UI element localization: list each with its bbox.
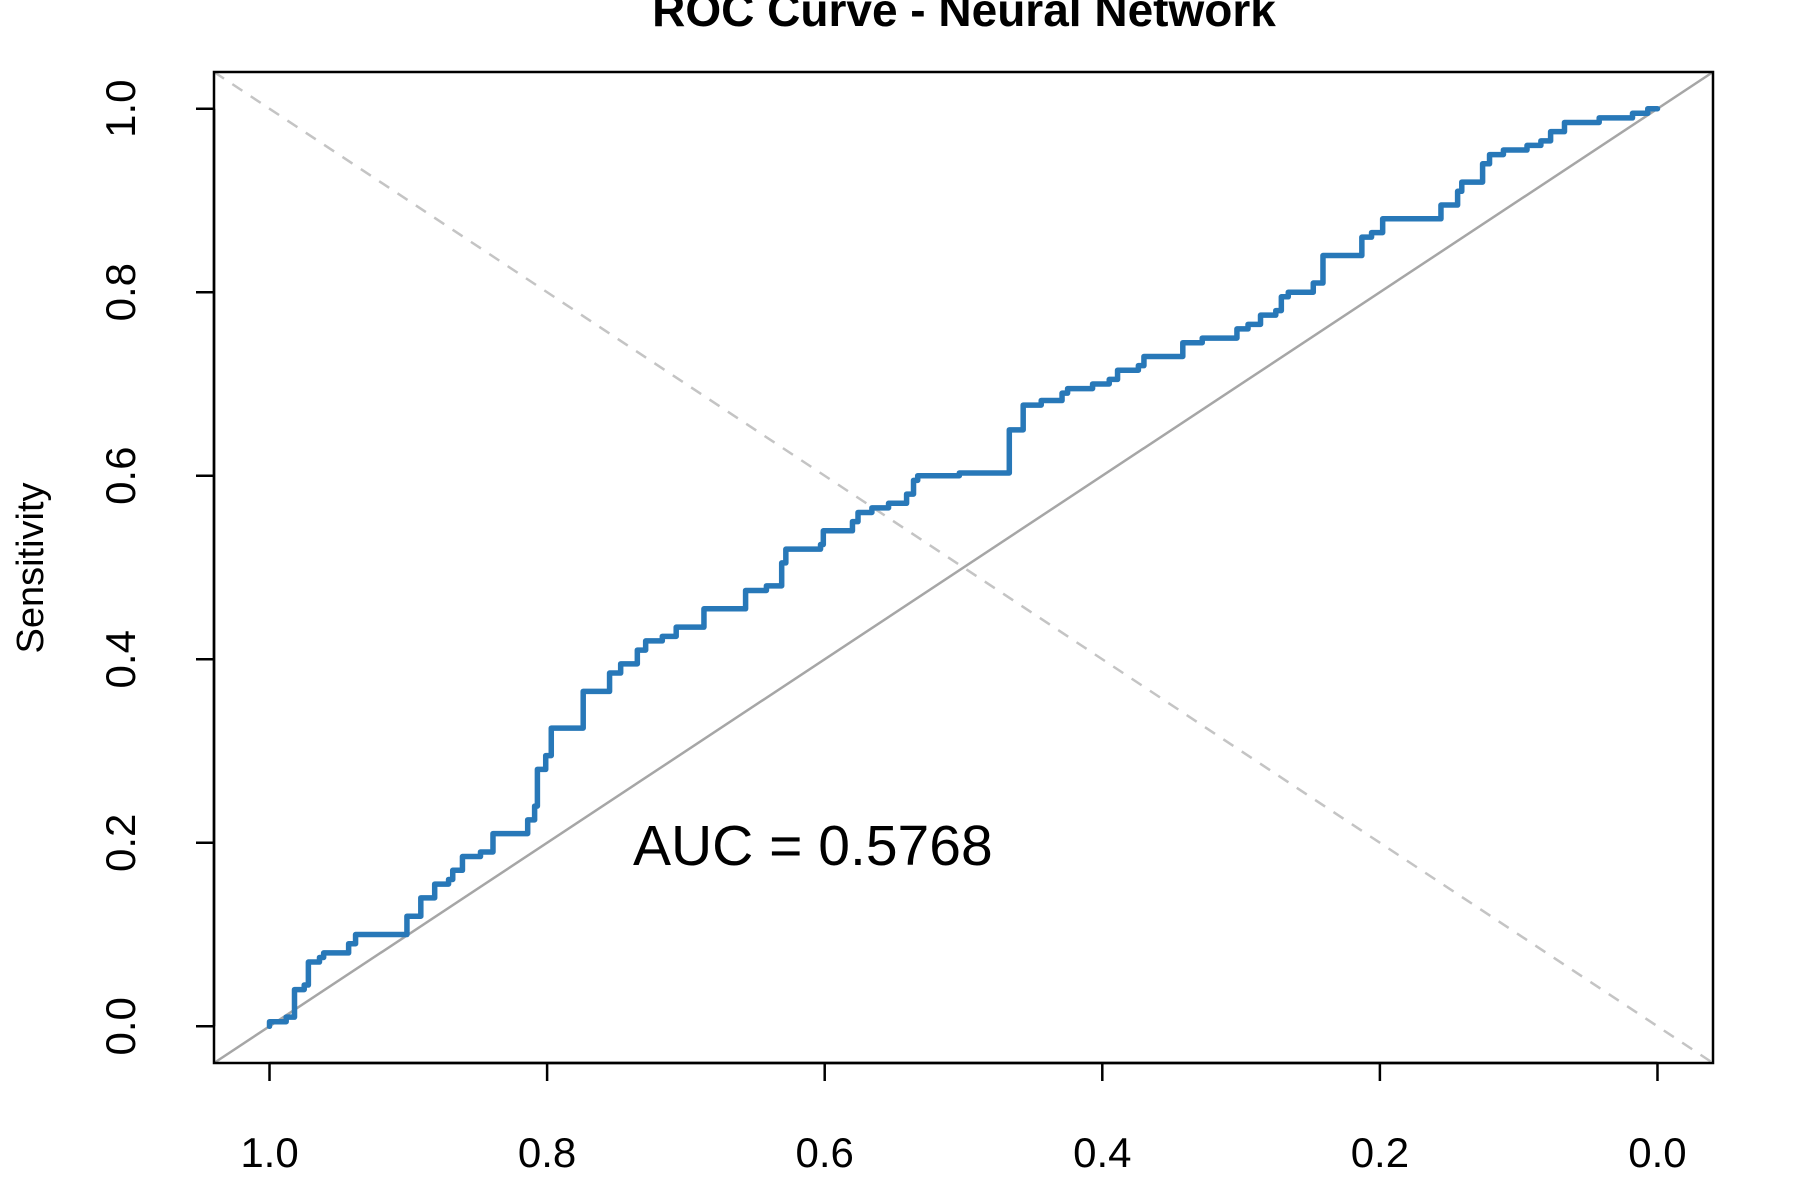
chart-title: ROC Curve - Neural Network: [652, 0, 1276, 36]
diagonal-reference: [213, 70, 1714, 1065]
y-tick-label: 1.0: [97, 80, 144, 138]
y-tick-label: 0.4: [97, 630, 144, 688]
y-tick-label: 0.0: [97, 997, 144, 1055]
roc-curve: [266, 105, 1661, 1030]
x-tick-label: 0.8: [518, 1129, 576, 1176]
auc-annotation: AUC = 0.5768: [633, 814, 993, 878]
x-tick-label: 0.6: [796, 1129, 854, 1176]
y-tick-label: 0.2: [97, 814, 144, 872]
x-tick-label: 0.2: [1351, 1129, 1409, 1176]
x-tick-label: 1.0: [240, 1129, 298, 1176]
y-tick-label: 0.6: [97, 447, 144, 505]
y-axis-label: Sensitivity: [10, 482, 52, 653]
y-tick-label: 0.8: [97, 263, 144, 321]
x-tick-label: 0.4: [1073, 1129, 1131, 1176]
x-tick-label: 0.0: [1628, 1129, 1686, 1176]
dashed-reference: [213, 70, 1714, 1065]
